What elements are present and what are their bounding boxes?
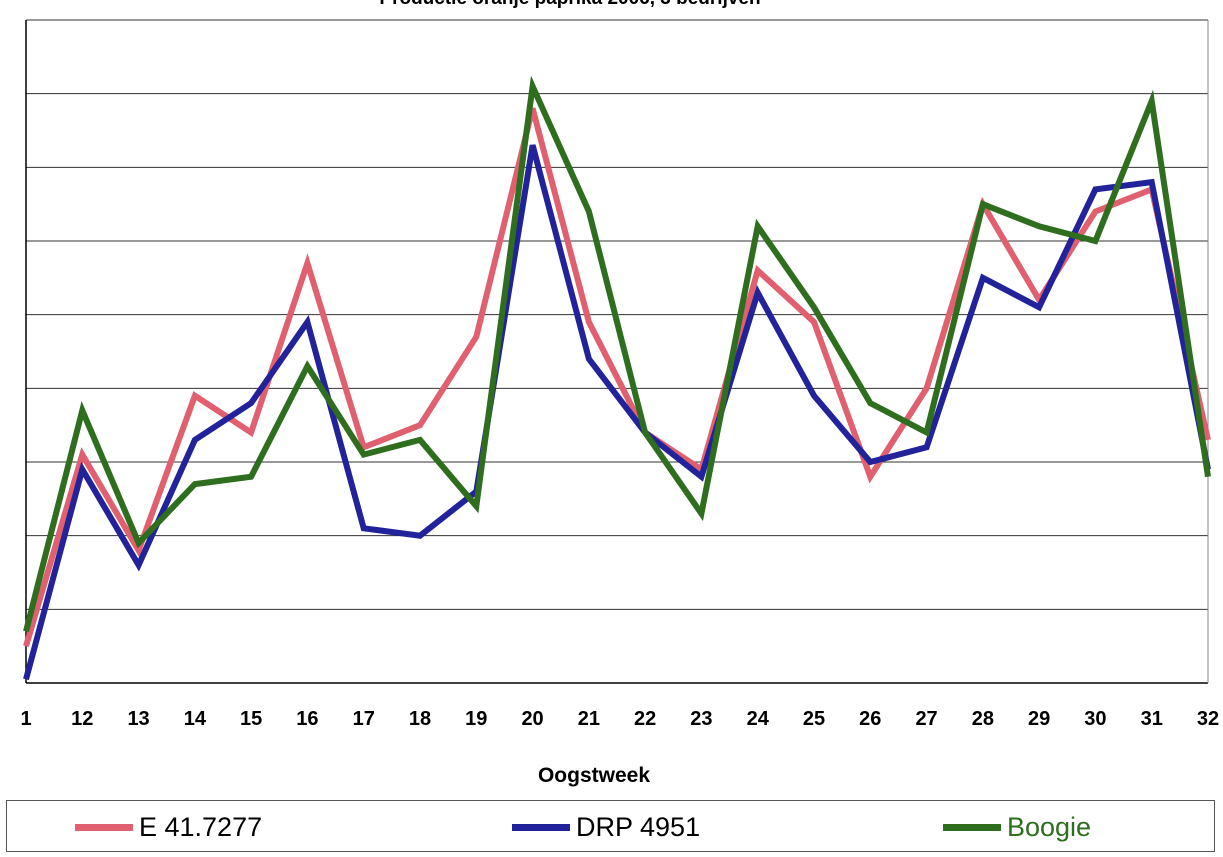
axes	[25, 20, 1209, 684]
x-tick-label: 19	[465, 708, 487, 730]
legend-swatch-drp	[512, 823, 570, 831]
legend-item-boogie: Boogie	[943, 801, 1091, 853]
x-tick-label: 15	[240, 708, 262, 730]
legend-swatch-e41	[75, 823, 133, 831]
x-axis-title: Oogstweek	[538, 764, 650, 787]
x-tick-label: 20	[521, 708, 543, 730]
x-tick-label: 24	[747, 708, 770, 730]
x-tick-label: 31	[1141, 708, 1163, 730]
x-tick-label: 29	[1028, 708, 1050, 730]
legend-swatch-boogie	[943, 823, 1001, 831]
x-tick-label: 23	[690, 708, 712, 730]
x-tick-label: 30	[1084, 708, 1106, 730]
x-tick-label: 1	[20, 708, 31, 730]
legend: E 41.7277 DRP 4951 Boogie	[6, 800, 1215, 852]
x-tick-labels: 1 12 13 14 15 16 17 18 19 20 21 22 23 24 25 26 27 28 29 30 3…	[20, 708, 1219, 730]
series-line-0	[23, 107, 1211, 648]
x-tick-label: 26	[859, 708, 881, 730]
x-tick-label: 21	[578, 708, 600, 730]
series-line-1	[23, 144, 1211, 681]
legend-label-drp: DRP 4951	[576, 811, 701, 842]
x-tick-label: 12	[71, 708, 93, 730]
legend-label-boogie: Boogie	[1007, 811, 1092, 842]
x-tick-label: 22	[634, 708, 656, 730]
legend-item-drp: DRP 4951	[512, 801, 700, 853]
series-lines	[23, 75, 1211, 681]
chart-title: Productie oranje paprika 2006, 3 bedrijv…	[379, 0, 760, 9]
x-tick-label: 32	[1197, 708, 1219, 730]
x-tick-label: 28	[972, 708, 994, 730]
legend-item-e41: E 41.7277	[75, 801, 262, 853]
x-tick-label: 18	[409, 708, 431, 730]
legend-label-e41: E 41.7277	[139, 811, 263, 842]
x-tick-label: 25	[803, 708, 825, 730]
x-tick-label: 14	[184, 708, 207, 730]
chart: 1 12 13 14 15 16 17 18 19 20 21 22 23 24 25 26 27 28 29 30 3…	[20, 0, 1219, 787]
x-tick-label: 16	[296, 708, 318, 730]
series-line-2	[23, 75, 1211, 633]
x-tick-label: 17	[353, 708, 375, 730]
x-tick-label: 13	[127, 708, 149, 730]
x-tick-label: 27	[915, 708, 937, 730]
